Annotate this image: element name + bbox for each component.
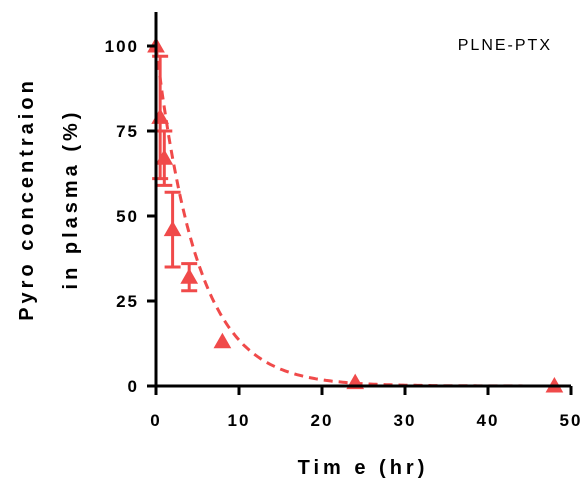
x-tick-label: 10 — [228, 411, 251, 430]
x-tick-label: 30 — [394, 411, 417, 430]
y-tick-label: 75 — [116, 122, 139, 141]
x-tick-label: 20 — [311, 411, 334, 430]
axes — [154, 12, 571, 388]
x-ticks: 0 10 20 30 40 50 — [150, 386, 583, 430]
y-tick-label: 0 — [128, 377, 139, 396]
fit-curve — [154, 45, 555, 388]
y-ticks: 0 25 50 75 100 — [105, 37, 156, 396]
legend-label: PLNE-PTX — [458, 37, 552, 54]
y-axis-title-line2: in plasma (%) — [60, 109, 82, 290]
y-tick-label: 25 — [116, 292, 139, 311]
x-tick-label: 0 — [150, 411, 161, 430]
y-tick-label: 50 — [116, 207, 139, 226]
data-point — [180, 268, 199, 284]
y-axis-title-line1: Pyro concentraion — [16, 77, 38, 321]
x-axis-title: Tim e (hr) — [298, 457, 429, 479]
x-tick-label: 40 — [477, 411, 500, 430]
data-point — [213, 332, 232, 349]
fit-curve-layer — [154, 45, 555, 388]
data-point — [155, 149, 174, 165]
data-point — [163, 220, 182, 237]
y-tick-label: 100 — [105, 37, 139, 56]
x-tick-label: 50 — [560, 411, 583, 430]
data-point-layer — [147, 36, 564, 393]
